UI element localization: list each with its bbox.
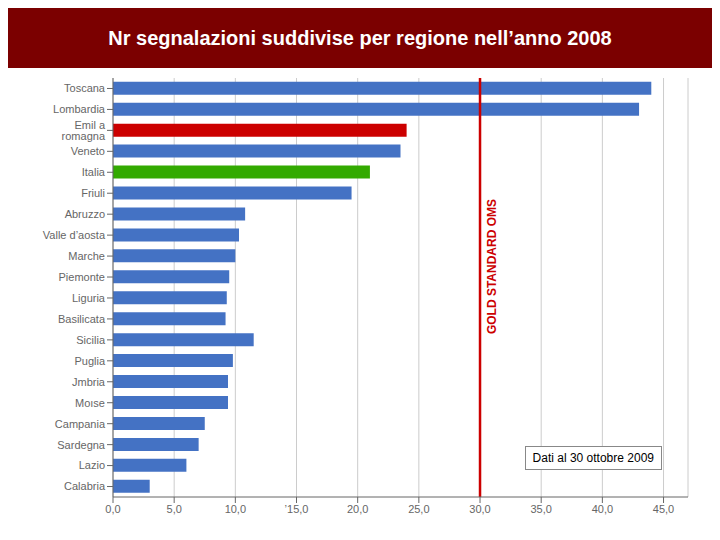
svg-text:40,0: 40,0 [592, 503, 613, 515]
svg-text:Lazio: Lazio [79, 459, 105, 471]
svg-text:Emil aromagna: Emil aromagna [62, 119, 106, 142]
svg-text:Moıse: Moıse [75, 397, 105, 409]
svg-text:30,0: 30,0 [469, 503, 490, 515]
svg-text:Valle d’aosta: Valle d’aosta [43, 229, 106, 241]
svg-text:Basilicata: Basilicata [58, 313, 106, 325]
svg-text:Friuli: Friuli [81, 187, 105, 199]
svg-text:Liguria: Liguria [72, 292, 106, 304]
svg-text:0,0: 0,0 [105, 503, 120, 515]
svg-text:Veneto: Veneto [71, 145, 105, 157]
svg-text:5,0: 5,0 [167, 503, 182, 515]
svg-text:25,0: 25,0 [408, 503, 429, 515]
html-text:Nr segnalazioni suddivise per: Nr segnalazioni suddivise per regione ne… [108, 26, 612, 49]
svg-text:Piemonte: Piemonte [59, 271, 105, 283]
svg-text:Campania: Campania [55, 418, 106, 430]
svg-text:Marche: Marche [68, 250, 105, 262]
svg-text:Calabria: Calabria [64, 480, 106, 492]
svg-text:GOLD STANDARD OMS: GOLD STANDARD OMS [485, 199, 499, 334]
svg-text:Abruzzo: Abruzzo [65, 208, 105, 220]
svg-text:35,0: 35,0 [530, 503, 551, 515]
svg-text:10,0: 10,0 [225, 503, 246, 515]
svg-text:45,0: 45,0 [653, 503, 674, 515]
svg-text:Sicilia: Sicilia [76, 334, 106, 346]
svg-text:Sardegna: Sardegna [57, 439, 106, 451]
svg-text:Lombardia: Lombardia [53, 103, 106, 115]
svg-text:Toscana: Toscana [64, 82, 106, 94]
svg-text:Italia: Italia [82, 166, 106, 178]
svg-text:Jmbria: Jmbria [72, 376, 106, 388]
svg-text:20,0: 20,0 [347, 503, 368, 515]
html-text:Dati al 30 ottobre 2009: Dati al 30 ottobre 2009 [532, 451, 654, 465]
svg-text:’15,0: ’15,0 [285, 503, 309, 515]
svg-text:Puglia: Puglia [74, 355, 105, 367]
